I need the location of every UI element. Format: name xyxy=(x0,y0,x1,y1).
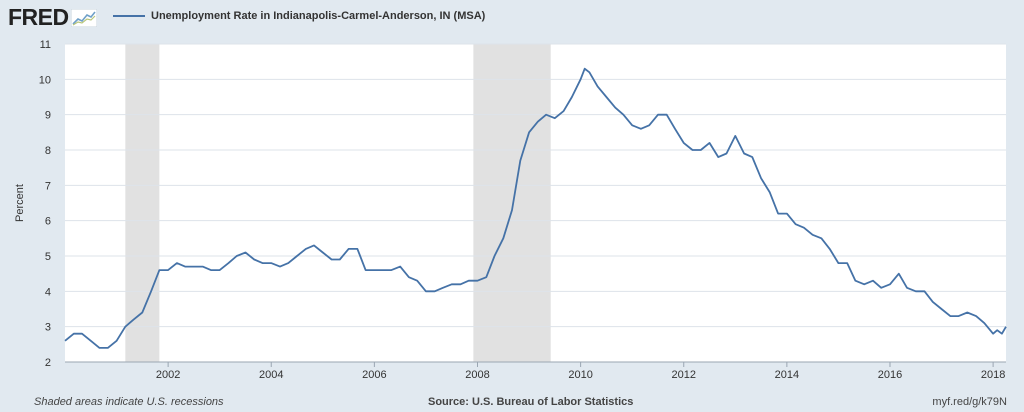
series-line-0 xyxy=(64,67,1007,349)
chart-legend: Unemployment Rate in Indianapolis-Carmel… xyxy=(113,10,485,22)
y-tick-label-5: 5 xyxy=(45,251,51,263)
x-tick-label-2016: 2016 xyxy=(878,369,902,381)
y-tick-label-7: 7 xyxy=(45,180,51,192)
fred-logo-text: FRED xyxy=(8,4,69,30)
y-tick-label-10: 10 xyxy=(39,74,51,86)
source-note: Source: U.S. Bureau of Labor Statistics xyxy=(428,396,634,408)
x-tick-label-2002: 2002 xyxy=(156,369,180,381)
y-tick-label-2: 2 xyxy=(45,357,51,369)
x-axis-ticks: 2002 2004 2006 2008 2010 2012 2014 2016 2018 xyxy=(65,361,1006,381)
short-url-link[interactable]: myf.red/g/k79N xyxy=(932,396,1007,408)
recession-band-1 xyxy=(473,44,551,362)
gridlines xyxy=(65,43,1006,328)
legend-swatch xyxy=(113,15,145,17)
y-tick-label-11: 11 xyxy=(40,39,51,51)
y-axis-ticks: 2 3 4 5 6 7 8 9 10 11 xyxy=(39,39,51,369)
y-tick-label-8: 8 xyxy=(45,145,51,157)
x-tick-label-2008: 2008 xyxy=(465,369,489,381)
y-axis-label: Percent xyxy=(14,184,26,222)
y-tick-label-4: 4 xyxy=(45,286,51,298)
x-tick-label-2004: 2004 xyxy=(259,369,283,381)
chart-header: FRED Unemployment Rate in Indianapolis-C… xyxy=(0,0,1024,36)
recession-bands xyxy=(125,44,551,362)
y-tick-label-3: 3 xyxy=(45,322,51,334)
recession-band-0 xyxy=(125,44,160,362)
legend-label: Unemployment Rate in Indianapolis-Carmel… xyxy=(151,10,486,22)
x-tick-label-2012: 2012 xyxy=(671,369,695,381)
x-tick-label-2018: 2018 xyxy=(981,369,1005,381)
trend-line-icon xyxy=(70,9,97,27)
y-tick-label-6: 6 xyxy=(45,216,51,228)
y-tick-label-9: 9 xyxy=(45,110,51,122)
x-tick-label-2014: 2014 xyxy=(775,369,799,381)
x-tick-label-2010: 2010 xyxy=(568,369,592,381)
recession-note: Shaded areas indicate U.S. recessions xyxy=(34,396,224,408)
series-lines xyxy=(64,67,1007,349)
fred-logo[interactable]: FRED xyxy=(8,5,97,29)
x-tick-label-2006: 2006 xyxy=(362,369,386,381)
